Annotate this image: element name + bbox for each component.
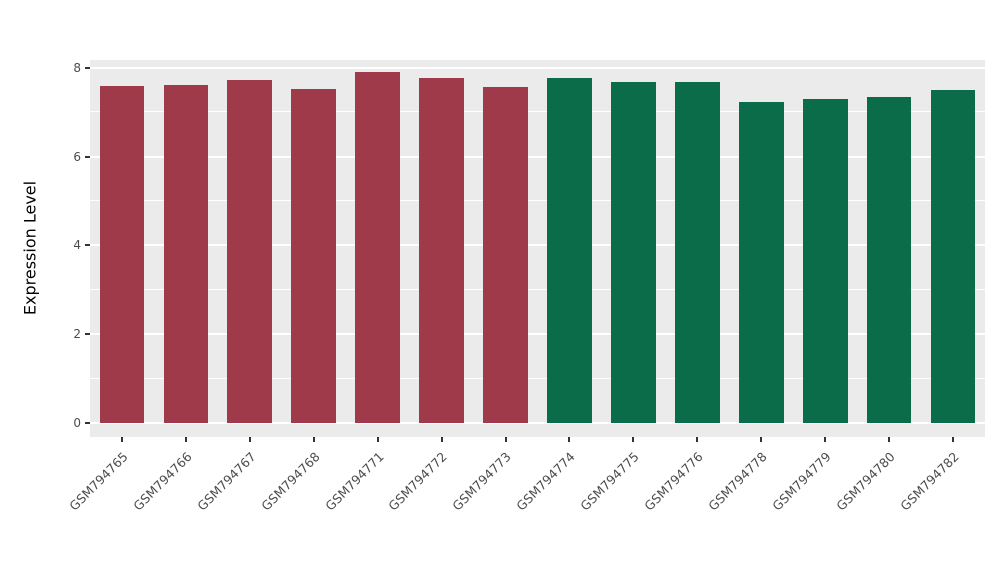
- x-tick-label-GSM794765: GSM794765: [66, 449, 131, 514]
- bar-GSM794772: [419, 78, 464, 423]
- x-tick-label-GSM794782: GSM794782: [897, 449, 962, 514]
- x-tick-label-GSM794778: GSM794778: [705, 449, 770, 514]
- y-tickmark: [85, 333, 90, 336]
- y-tick-label: 4: [73, 238, 81, 253]
- gridline-minor: [90, 200, 985, 201]
- x-tickmark: [632, 437, 635, 442]
- bar-GSM794774: [547, 78, 592, 423]
- x-tick-label-GSM794776: GSM794776: [641, 449, 706, 514]
- gridline-major: [90, 422, 985, 424]
- x-tick-label-GSM794772: GSM794772: [385, 449, 451, 514]
- gridline-minor: [90, 377, 985, 379]
- x-tickmark: [120, 437, 123, 442]
- y-tick-label: 0: [73, 416, 81, 430]
- x-tickmark: [248, 437, 251, 442]
- gridline-major: [90, 155, 985, 158]
- bar-GSM794782: [930, 90, 976, 423]
- x-tick-label-GSM794767: GSM794767: [193, 449, 259, 514]
- y-tickmark: [85, 422, 90, 424]
- x-tickmark: [888, 437, 891, 442]
- x-tickmark: [696, 437, 699, 442]
- bar-GSM794780: [866, 96, 912, 423]
- bar-GSM794765: [99, 85, 145, 423]
- x-tickmark: [376, 437, 379, 442]
- bar-GSM794771: [355, 72, 401, 423]
- x-tick-label-GSM794780: GSM794780: [833, 449, 898, 514]
- y-tick-label: 2: [73, 327, 81, 342]
- gridline-minor: [90, 111, 985, 113]
- x-tick-label-GSM794766: GSM794766: [130, 449, 195, 514]
- gridline-minor: [90, 288, 985, 290]
- gridline-major: [90, 66, 985, 69]
- x-tick-label-GSM794768: GSM794768: [257, 449, 323, 514]
- x-tickmark: [760, 437, 763, 442]
- y-tick-label: 6: [73, 149, 81, 164]
- gridline-major: [90, 244, 985, 247]
- x-tickmark: [824, 437, 827, 442]
- x-tickmark: [568, 437, 571, 442]
- y-tick-label: 8: [73, 60, 81, 75]
- plot-panel: [90, 60, 985, 437]
- bar-GSM794767: [227, 79, 273, 423]
- bar-GSM794779: [802, 98, 848, 423]
- x-tickmark: [440, 437, 443, 442]
- y-tickmark: [85, 244, 90, 247]
- x-tickmark: [312, 437, 315, 442]
- bar-GSM794776: [674, 82, 720, 423]
- bar-GSM794768: [291, 89, 337, 423]
- bar-GSM794773: [483, 87, 528, 423]
- y-tickmark: [85, 155, 90, 158]
- gridline-major: [90, 333, 985, 336]
- x-tickmark: [184, 437, 187, 442]
- bar-GSM794766: [163, 84, 209, 423]
- x-tick-label-GSM794773: GSM794773: [449, 449, 515, 514]
- y-tickmark: [85, 66, 90, 69]
- bar-GSM794778: [738, 102, 784, 423]
- x-tick-label-GSM794771: GSM794771: [321, 449, 387, 514]
- x-tick-label-GSM794775: GSM794775: [577, 449, 643, 514]
- x-tick-label-GSM794774: GSM794774: [513, 449, 579, 514]
- x-tickmark: [504, 437, 507, 442]
- x-tick-label-GSM794779: GSM794779: [769, 449, 834, 514]
- x-tickmark: [952, 437, 955, 442]
- bar-GSM794775: [611, 82, 656, 423]
